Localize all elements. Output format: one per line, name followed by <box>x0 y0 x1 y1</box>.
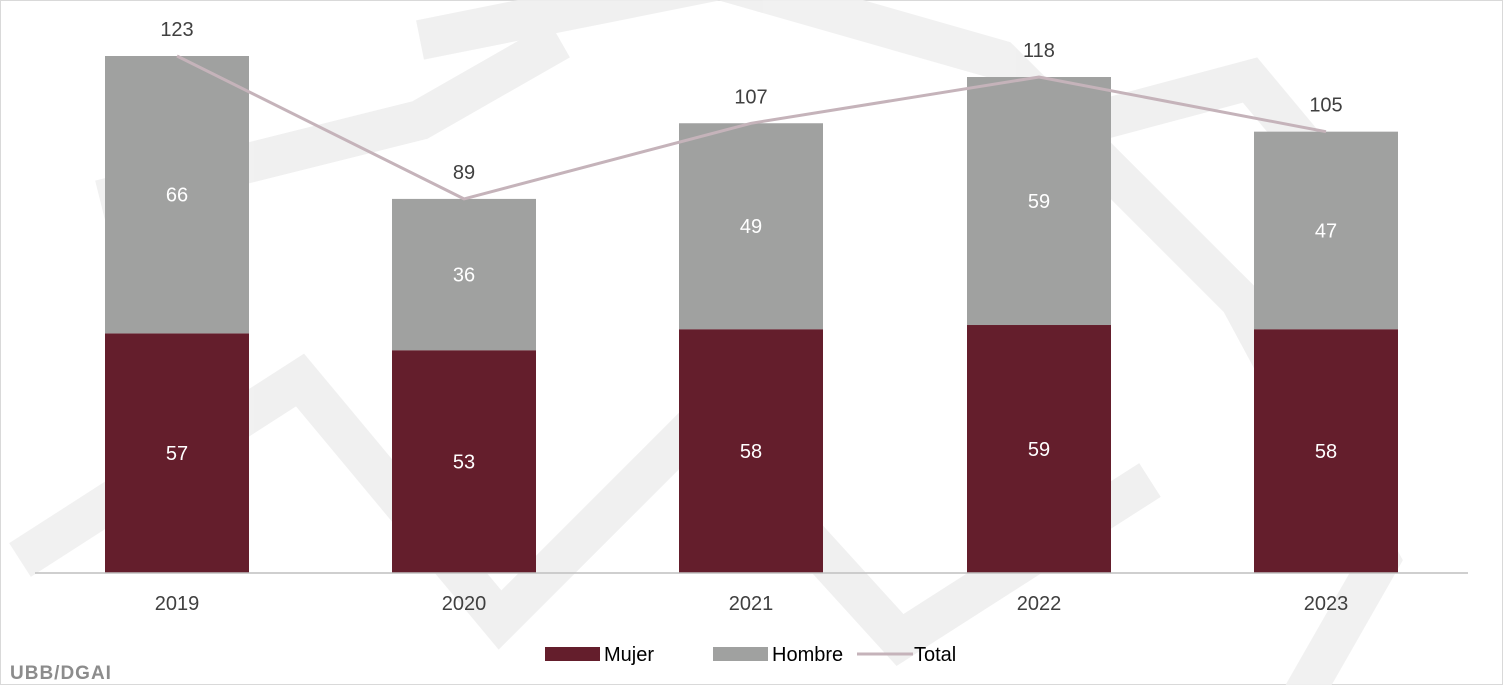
data-label-hombre-2019: 66 <box>166 185 188 207</box>
x-tick-label-2019: 2019 <box>155 593 200 615</box>
total-line <box>176 54 1327 201</box>
bar-mujer-2019 <box>105 333 249 573</box>
data-label-hombre-2022: 59 <box>1028 191 1050 213</box>
x-tick-label-2023: 2023 <box>1304 593 1349 615</box>
data-label-total-2022: 118 <box>1023 40 1055 62</box>
bar-mujer-2020 <box>392 350 536 573</box>
data-label-total-2020: 89 <box>453 162 475 184</box>
data-label-mujer-2020: 53 <box>453 452 475 474</box>
x-tick-label-2022: 2022 <box>1017 593 1062 615</box>
legend-label-hombre: Hombre <box>772 644 843 666</box>
legend-label-mujer: Mujer <box>604 644 654 666</box>
data-label-mujer-2021: 58 <box>740 441 762 463</box>
bar-mujer-2021 <box>679 329 823 573</box>
data-label-mujer-2019: 57 <box>166 443 188 465</box>
bar-hombre-2023 <box>1254 131 1398 330</box>
footer-source: UBB/DGAI <box>10 663 112 684</box>
data-label-total-2021: 107 <box>734 86 767 108</box>
data-label-total-2019: 123 <box>160 19 193 41</box>
bar-mujer-2022 <box>967 325 1111 573</box>
x-tick-label-2021: 2021 <box>729 593 774 615</box>
legend: Mujer Hombre Total <box>545 644 956 666</box>
data-label-hombre-2020: 36 <box>453 265 475 287</box>
bar-hombre-2021 <box>679 123 823 330</box>
data-label-mujer-2023: 58 <box>1315 441 1337 463</box>
data-label-hombre-2023: 47 <box>1315 220 1337 242</box>
data-label-hombre-2021: 49 <box>740 216 762 238</box>
data-label-total-2023: 105 <box>1309 95 1342 117</box>
bar-hombre-2019 <box>105 56 249 334</box>
bar-mujer-2023 <box>1254 329 1398 573</box>
bar-hombre-2022 <box>967 77 1111 326</box>
legend-swatch-hombre <box>713 647 768 661</box>
legend-swatch-mujer <box>545 647 600 661</box>
bar-hombre-2020 <box>392 198 536 351</box>
legend-label-total: Total <box>914 644 956 666</box>
x-tick-label-2020: 2020 <box>442 593 487 615</box>
data-label-mujer-2022: 59 <box>1028 439 1050 461</box>
